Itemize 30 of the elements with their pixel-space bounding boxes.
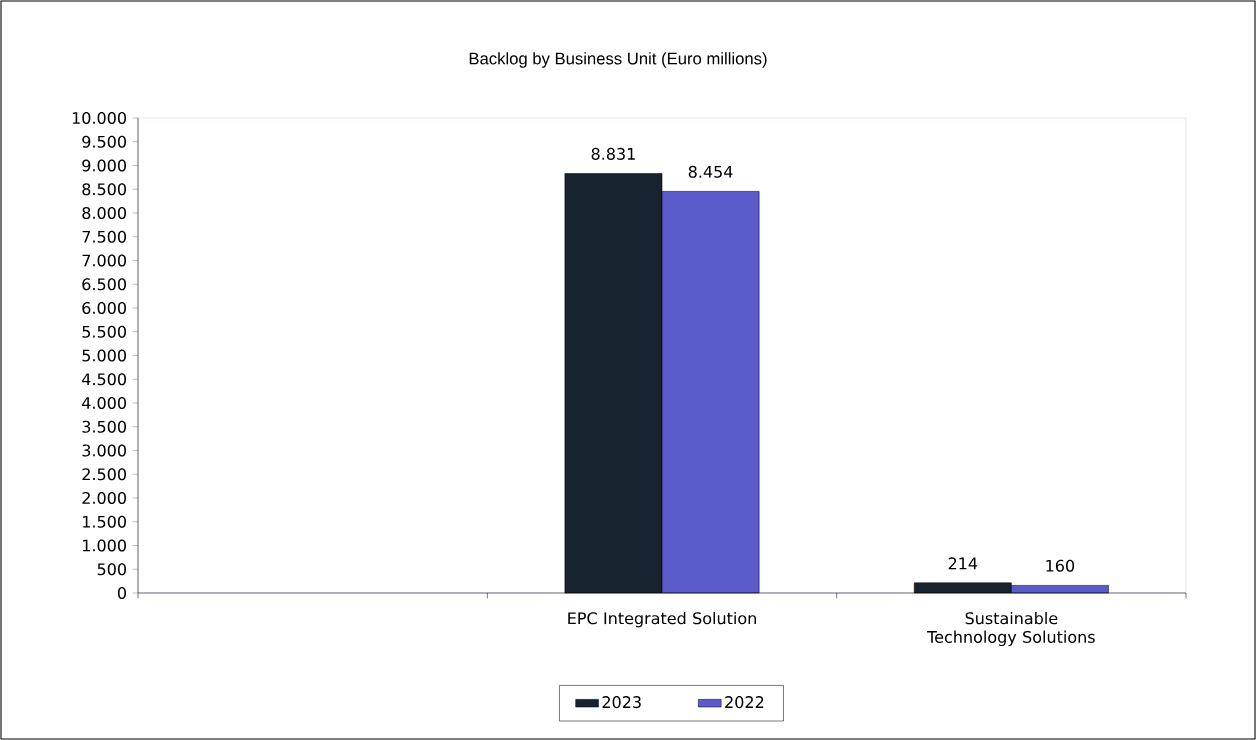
y-tick-label: 7.000 xyxy=(82,254,126,267)
y-tick-label: 7.500 xyxy=(82,230,126,243)
y-tick-label: 1.500 xyxy=(83,515,126,528)
y-tick-label: 500 xyxy=(97,563,126,576)
y-tick-label: 3.500 xyxy=(82,420,126,433)
y-tick-label: 8.000 xyxy=(82,206,126,220)
y-tick-label: 0 xyxy=(117,586,127,600)
x-tick-label: EPC Integrated Solution xyxy=(568,611,756,628)
y-tick-label: 6.000 xyxy=(82,301,126,315)
y-tick-label: 6.500 xyxy=(82,278,126,291)
y-tick-label: 2.500 xyxy=(82,468,126,481)
y-tick-label: 9.500 xyxy=(82,135,126,148)
y-tick-label: 4.000 xyxy=(82,396,126,410)
y-tick-label: 4.500 xyxy=(82,373,126,386)
y-tick-label: 9.000 xyxy=(82,159,126,172)
chart-title: Backlog by Business Unit (Euro millions) xyxy=(469,52,767,68)
data-label: 8.454 xyxy=(688,165,733,178)
y-tick-label: 2.000 xyxy=(82,491,126,505)
legend-label: 2022 xyxy=(725,696,764,709)
y-tick-label: 5.000 xyxy=(82,349,126,362)
legend-label: 2023 xyxy=(602,696,641,709)
x-tick-label: Sustainable Technology Solutions xyxy=(927,611,1095,647)
y-tick-label: 8.500 xyxy=(82,183,126,196)
y-tick-label: 3.000 xyxy=(82,444,126,457)
y-tick-label: 1.000 xyxy=(83,539,126,552)
data-label: 8.831 xyxy=(591,147,635,160)
y-tick-label: 5.500 xyxy=(82,325,126,338)
y-tick-label: 10.000 xyxy=(72,111,126,125)
data-label: 160 xyxy=(1046,559,1075,572)
data-label: 214 xyxy=(948,557,978,570)
